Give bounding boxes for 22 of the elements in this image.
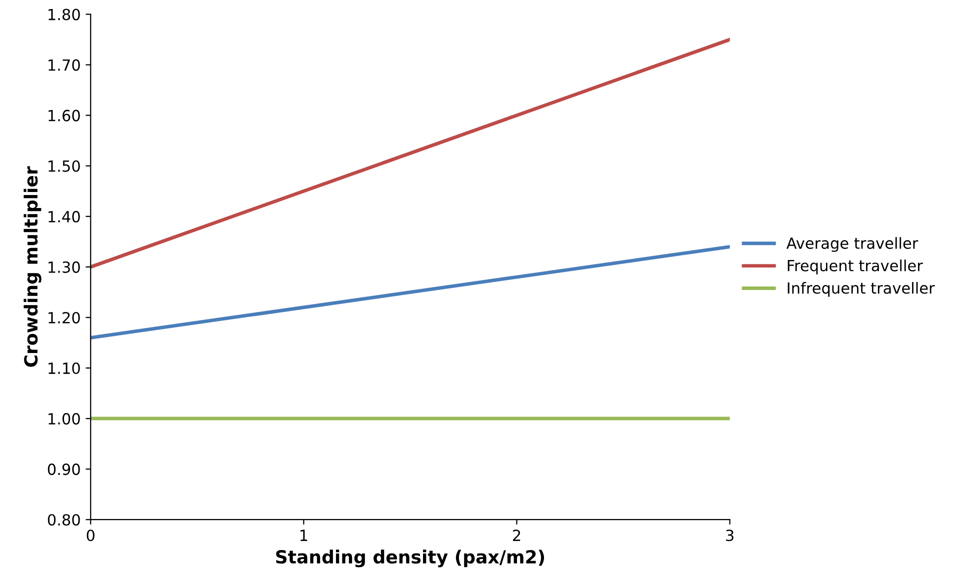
y-tick-label: 1.60 [48,110,80,122]
y-tick-label: 1.20 [48,312,80,324]
y-tick-label: 1.70 [48,59,80,71]
legend-label: Average traveller [786,237,918,252]
x-tick-label: 0 [86,530,94,542]
x-tick-label: 3 [726,530,734,542]
y-tick-label: 0.80 [48,514,80,526]
line-series [90,38,730,269]
y-tick-label: 1.00 [48,413,80,425]
x-tick-label: 1 [300,530,308,541]
y-tick-label: 1.80 [48,8,80,20]
x-tick-label: 2 [513,530,520,541]
y-tick-label: 1.40 [48,210,80,222]
legend-label: Frequent traveller [788,260,923,274]
line-series [90,244,730,340]
x-axis-title: Standing density (pax/m2) [276,550,544,568]
y-tick-label: 1.50 [48,160,80,172]
y-tick-label: 1.10 [48,362,80,374]
legend-label: Infrequent traveller [788,282,935,297]
y-axis-title: Crowding multiplier [24,166,42,367]
y-tick-label: 0.90 [48,464,80,476]
y-tick-label: 1.30 [48,261,80,273]
